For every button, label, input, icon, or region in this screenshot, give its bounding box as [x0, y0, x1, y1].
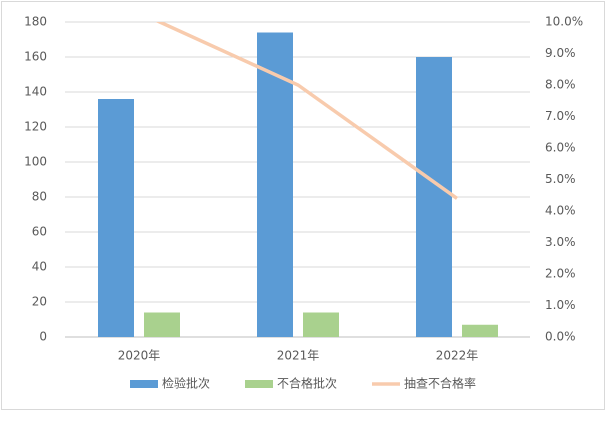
y2-tick-label: 5.0%: [545, 172, 576, 186]
bar: [257, 32, 293, 337]
y2-tick-label: 10.0%: [545, 15, 583, 29]
y2-tick-label: 2.0%: [545, 267, 576, 281]
bar: [462, 324, 498, 337]
y-tick-label: 80: [32, 190, 47, 204]
y2-tick-label: 0.0%: [545, 330, 576, 344]
y2-tick-label: 9.0%: [545, 46, 576, 60]
legend-label: 不合格批次: [277, 376, 337, 391]
y2-tick-label: 4.0%: [545, 204, 576, 218]
x-tick-label: 2022年: [436, 349, 479, 363]
y-tick-label: 180: [24, 15, 47, 29]
y-tick-label: 160: [24, 50, 47, 64]
x-tick-label: 2021年: [277, 349, 320, 363]
legend-label: 检验批次: [162, 376, 210, 391]
y2-tick-label: 1.0%: [545, 298, 576, 312]
line: [155, 22, 459, 200]
y2-tick-label: 3.0%: [545, 235, 576, 249]
bar: [144, 312, 180, 337]
x-tick-label: 2020年: [118, 349, 161, 363]
legend-swatch: [245, 380, 273, 388]
y-tick-label: 100: [24, 155, 47, 169]
legend-label: 抽查不合格率: [404, 376, 476, 391]
bar: [98, 99, 134, 337]
y-tick-label: 40: [32, 260, 47, 274]
y-tick-label: 60: [32, 225, 47, 239]
bar: [416, 57, 452, 337]
y-tick-label: 140: [24, 85, 47, 99]
y2-tick-label: 6.0%: [545, 141, 576, 155]
y-tick-label: 20: [32, 295, 47, 309]
y2-tick-label: 8.0%: [545, 78, 576, 92]
y-tick-label: 120: [24, 120, 47, 134]
y-tick-label: 0: [39, 330, 47, 344]
y2-tick-label: 7.0%: [545, 109, 576, 123]
legend-swatch: [130, 380, 158, 388]
bar: [303, 312, 339, 337]
